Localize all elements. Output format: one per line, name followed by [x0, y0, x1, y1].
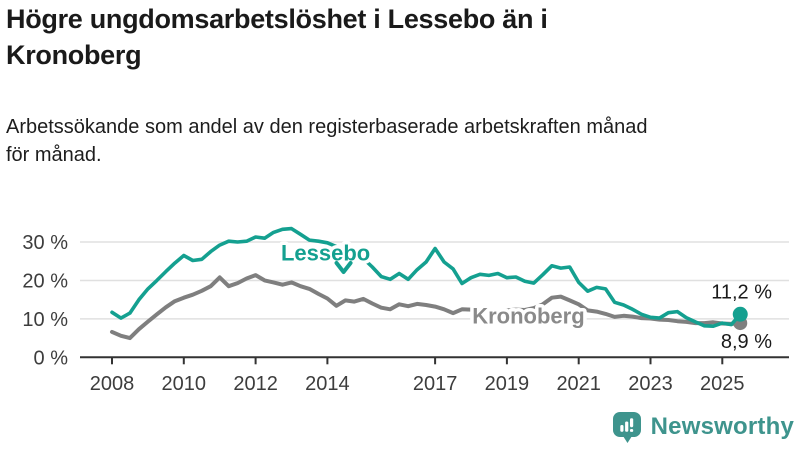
chart-subtitle: Arbetssökande som andel av den registerb…	[6, 113, 766, 170]
x-tick-label-2017: 2017	[413, 373, 458, 395]
unemployment-line-chart: 0 % 10 % 20 % 30 % 2008 2010 2012 2014 2017 2019 2…	[22, 226, 789, 395]
end-dot-lessebo	[732, 306, 748, 322]
title-line-1: Högre ungdomsarbetslöshet i Lessebo än i	[6, 4, 548, 34]
series-line-kronoberg	[110, 273, 743, 341]
x-tick-label-2010: 2010	[162, 373, 207, 395]
x-tick-label-2025: 2025	[700, 373, 745, 395]
subtitle-line-1: Arbetssökande som andel av den registerb…	[6, 116, 648, 138]
y-tick-label-30: 30 %	[22, 232, 68, 254]
series-line-lessebo	[110, 226, 743, 329]
x-tick-label-2008: 2008	[90, 373, 135, 395]
annotation-arrow-down-icon	[334, 260, 353, 274]
series-label-lessebo: Lessebo	[281, 241, 370, 266]
logo-bar-tall	[624, 421, 628, 432]
x-tick-label-2023: 2023	[628, 373, 673, 395]
newsworthy-logo-text: Newsworthy	[650, 413, 794, 440]
logo-exclamation-dot	[629, 429, 633, 432]
x-tick-label-2021: 2021	[556, 373, 601, 395]
end-value-label-lessebo: 11,2 %	[711, 281, 772, 303]
end-value-label-kronoberg: 8,9 %	[721, 331, 772, 353]
x-tick-label-2012: 2012	[233, 373, 278, 395]
title-line-2: Kronoberg	[6, 39, 142, 70]
logo-bar-small	[619, 425, 624, 432]
y-tick-label-0: 0 %	[34, 347, 69, 369]
subtitle-line-2: för månad.	[6, 144, 102, 167]
y-tick-label-20: 20 %	[22, 270, 68, 292]
newsworthy-logo[interactable]: Newsworthy	[611, 410, 794, 444]
series-label-kronoberg: Kronoberg	[472, 304, 584, 329]
newsworthy-logo-icon	[612, 412, 641, 443]
page-title: Högre ungdomsarbetslöshet i Lessebo än i…	[6, 2, 746, 73]
y-tick-label-10: 10 %	[22, 309, 68, 331]
logo-exclamation-bar	[629, 418, 633, 428]
x-tick-label-2014: 2014	[305, 373, 350, 395]
x-tick-label-2019: 2019	[485, 373, 530, 395]
